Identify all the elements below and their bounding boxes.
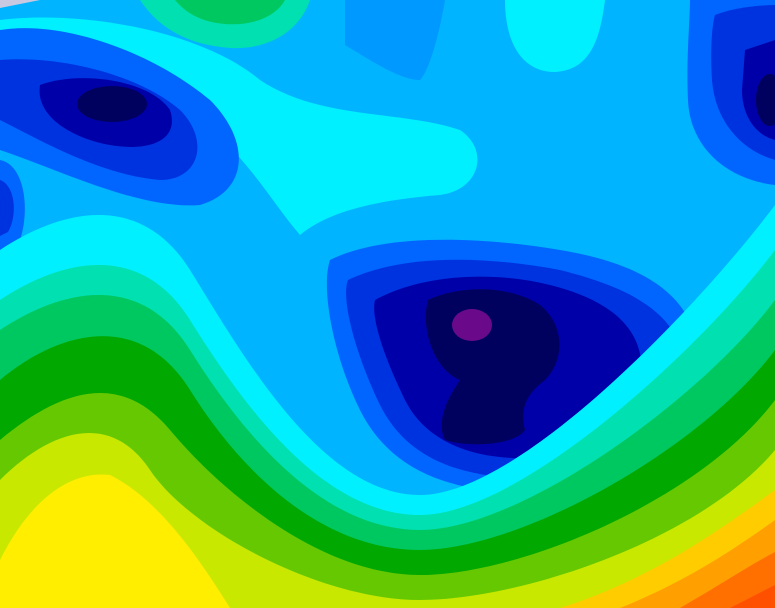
top-blue-patch (345, 0, 445, 80)
upper-left-low-core (77, 86, 147, 122)
left-edge-blob-inner (0, 180, 14, 236)
top-left-corner-gray (0, 0, 40, 8)
region-yellow (0, 474, 230, 608)
top-dark-green-area (175, 0, 285, 25)
center-low-minimum (452, 309, 492, 341)
top-cyan-area (505, 0, 605, 72)
right-low-core (756, 74, 775, 126)
region-dark-orange (680, 552, 775, 608)
region-red-orange (730, 585, 775, 608)
